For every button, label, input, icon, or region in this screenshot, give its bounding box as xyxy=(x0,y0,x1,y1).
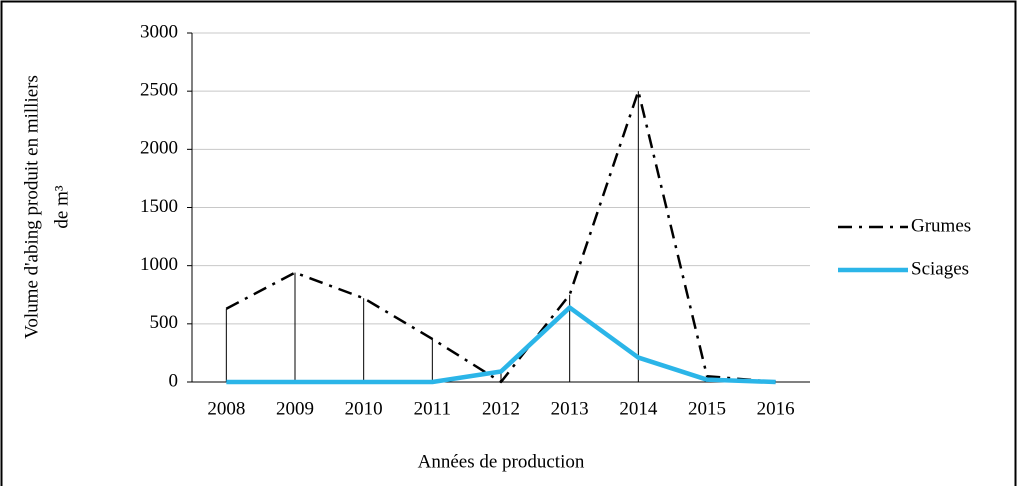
y-tick-label: 1000 xyxy=(140,254,178,275)
y-tick-label: 2500 xyxy=(140,80,178,101)
x-tick-label: 2016 xyxy=(757,398,795,419)
x-tick-label: 2012 xyxy=(482,398,520,419)
legend-label: Grumes xyxy=(911,215,971,236)
x-tick-label: 2014 xyxy=(619,398,658,419)
series-line xyxy=(225,89,776,384)
y-axis-label: de m³ xyxy=(51,185,72,228)
y-tick-label: 0 xyxy=(169,370,179,391)
y-tick-label: 2000 xyxy=(140,138,178,159)
x-tick-label: 2010 xyxy=(345,398,383,419)
x-axis-label: Années de production xyxy=(418,451,585,472)
y-tick-label: 3000 xyxy=(140,21,178,42)
x-tick-label: 2009 xyxy=(276,398,314,419)
x-tick-label: 2013 xyxy=(551,398,589,419)
x-tick-label: 2008 xyxy=(207,398,245,419)
y-tick-label: 500 xyxy=(150,312,179,333)
x-tick-label: 2015 xyxy=(688,398,726,419)
series-line xyxy=(226,305,776,385)
x-tick-label: 2011 xyxy=(414,398,451,419)
y-axis-label: Volume d'abing produit en milliers xyxy=(21,75,42,339)
legend-label: Sciages xyxy=(911,258,969,279)
y-tick-label: 1500 xyxy=(140,196,178,217)
